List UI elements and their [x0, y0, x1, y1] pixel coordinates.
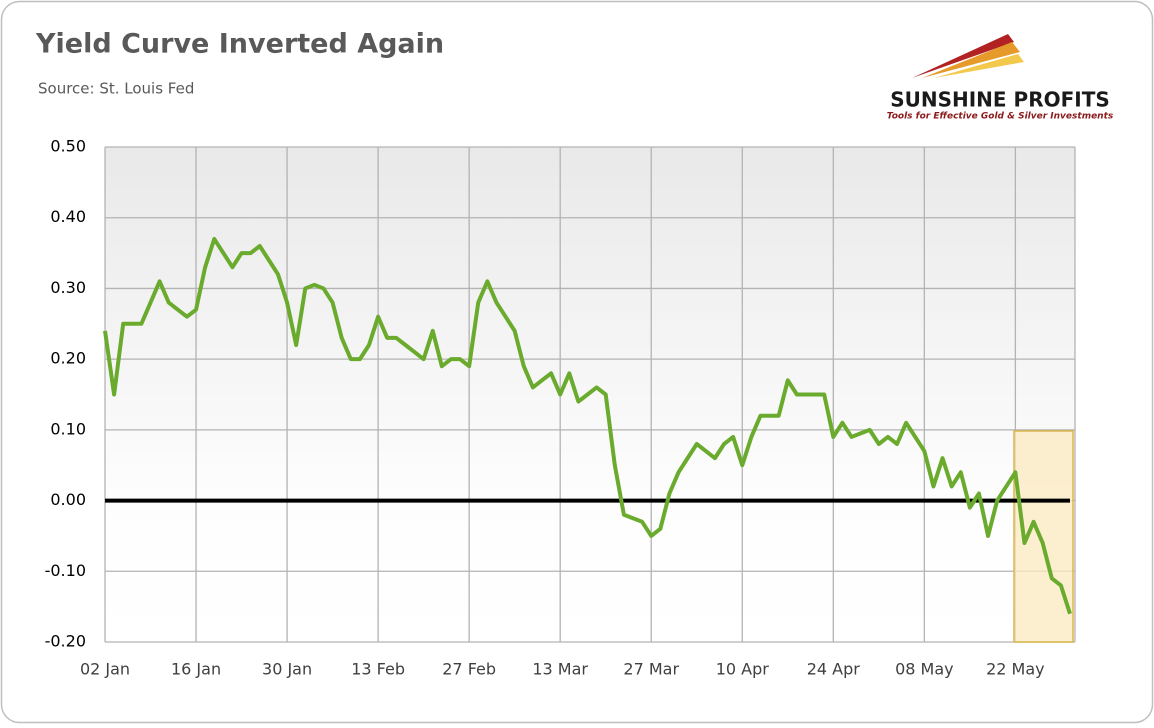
x-tick-label: 22 May	[986, 660, 1045, 679]
x-tick-label: 30 Jan	[262, 660, 312, 679]
y-tick-label: 0.00	[50, 490, 86, 509]
logo-tagline: Tools for Effective Gold & Silver Invest…	[887, 112, 1114, 122]
logo-name: SUNSHINE PROFITS	[890, 88, 1110, 112]
logo: SUNSHINE PROFITS Tools for Effective Gol…	[887, 34, 1114, 122]
y-tick-label: 0.10	[50, 419, 86, 438]
logo-ray	[934, 54, 1024, 78]
x-tick-label: 10 Apr	[716, 660, 770, 679]
y-tick-label: 0.40	[50, 207, 86, 226]
x-tick-label: 08 May	[895, 660, 954, 679]
logo-ray	[912, 34, 1014, 78]
y-tick-label: 0.50	[50, 137, 86, 156]
x-tick-label: 16 Jan	[171, 660, 221, 679]
y-tick-label: -0.20	[45, 632, 86, 651]
x-tick-label: 24 Apr	[807, 660, 861, 679]
y-tick-label: 0.20	[50, 349, 86, 368]
x-tick-label: 27 Feb	[442, 660, 496, 679]
subtitle: Source: St. Louis Fed	[38, 80, 194, 98]
logo-ray	[922, 42, 1020, 78]
x-tick-label: 13 Mar	[532, 660, 588, 679]
line-series	[103, 236, 1072, 615]
chart-title: Yield Curve Inverted Again	[35, 29, 444, 60]
x-tick-label: 02 Jan	[80, 660, 130, 679]
y-tick-label: 0.30	[50, 278, 86, 297]
x-tick-label: 27 Mar	[623, 660, 679, 679]
y-tick-label: -0.10	[45, 561, 86, 580]
x-tick-label: 13 Feb	[351, 660, 405, 679]
